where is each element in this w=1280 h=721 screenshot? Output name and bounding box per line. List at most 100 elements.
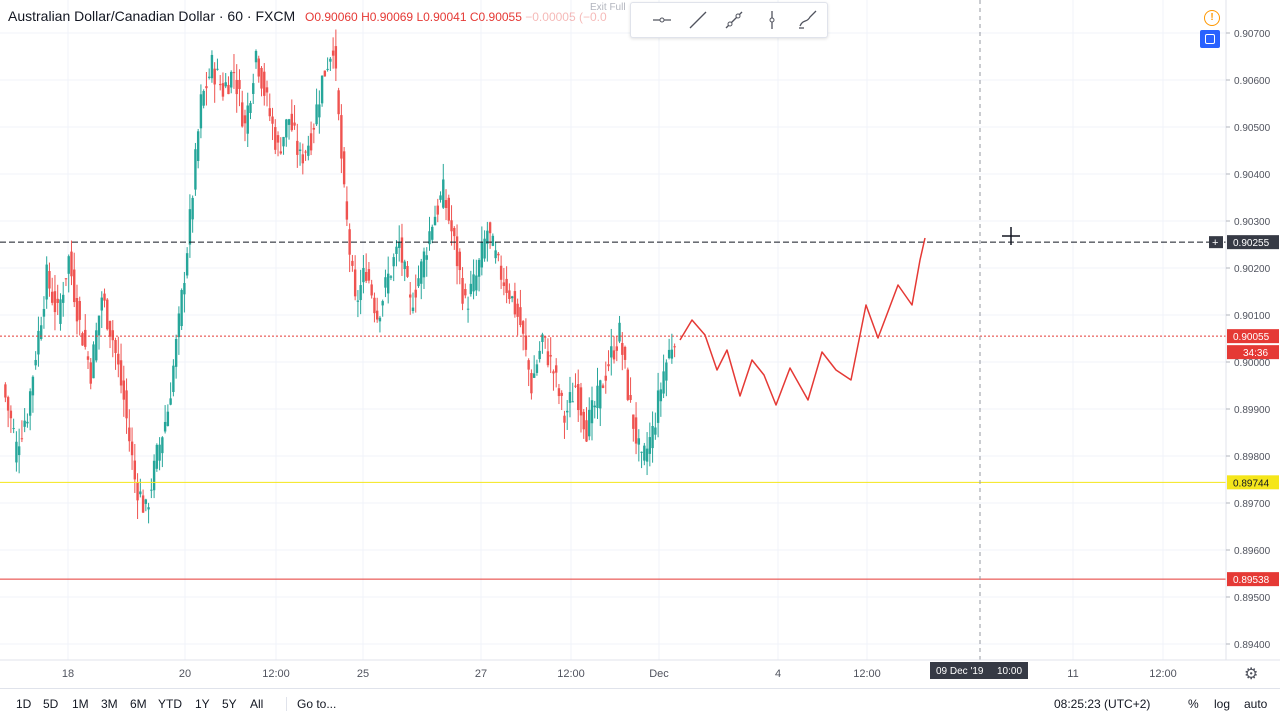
candle-body xyxy=(12,428,15,430)
candle-body xyxy=(585,420,588,442)
timeframe-1y[interactable]: 1Y xyxy=(195,697,210,711)
candle-body xyxy=(353,269,357,297)
log-scale-button[interactable]: log xyxy=(1214,697,1231,711)
candle-body xyxy=(381,301,384,306)
candle-body xyxy=(541,334,544,342)
timeframe-all[interactable]: All xyxy=(250,697,264,711)
goto-date-button[interactable]: Go to... xyxy=(286,697,336,711)
sync-icon[interactable] xyxy=(1200,30,1220,48)
candle-body xyxy=(196,131,200,161)
candle-body xyxy=(163,421,167,432)
auto-scale-button[interactable]: auto xyxy=(1244,697,1268,711)
candle-body xyxy=(417,278,420,287)
ray-icon[interactable] xyxy=(721,7,747,33)
freehand-drawing[interactable] xyxy=(679,237,926,406)
exit-fullscreen-label[interactable]: Exit Full xyxy=(590,2,626,13)
candle-body xyxy=(309,133,313,151)
gear-icon[interactable]: ⚙ xyxy=(1244,666,1259,683)
timeframe-5y[interactable]: 5Y xyxy=(222,697,237,711)
candle-body xyxy=(279,151,282,154)
candle-body xyxy=(486,230,489,244)
candle-body xyxy=(513,291,517,315)
candle-body xyxy=(183,283,186,295)
candle-body xyxy=(232,72,236,74)
price-tick-label: 0.90700 xyxy=(1234,29,1271,40)
candle-body xyxy=(199,94,203,129)
candle-body xyxy=(331,50,335,56)
horizontal-line-icon[interactable] xyxy=(649,7,675,33)
timeframe-ytd[interactable]: YTD xyxy=(158,697,182,711)
candle-body xyxy=(670,349,674,359)
candle-body xyxy=(177,313,181,338)
candle-body xyxy=(461,277,464,304)
candle-body xyxy=(659,389,663,402)
trend-line-icon[interactable] xyxy=(685,7,711,33)
candle-body xyxy=(31,376,35,396)
candle-body xyxy=(370,284,373,296)
candle-body xyxy=(230,71,233,88)
timeframe-5d[interactable]: 5D xyxy=(43,697,59,711)
vertical-line-icon[interactable] xyxy=(759,7,785,33)
price-axis[interactable]: 0.90700 0.90600 0.90500 0.90400 0.90300 0.902… xyxy=(1225,0,1271,660)
candle-body xyxy=(634,417,638,444)
candle-body xyxy=(312,127,316,130)
candle-body xyxy=(359,285,362,301)
change-value: −0.00005 (−0.0 xyxy=(525,10,607,24)
candle-body xyxy=(375,310,379,320)
drawing-toolbar xyxy=(630,2,828,38)
time-tick-label: 18 xyxy=(62,668,74,680)
candle-body xyxy=(340,115,343,159)
time-axis[interactable]: 18 20 12:00 25 27 12:00 Dec 4 12:00 11 12:00 xyxy=(0,659,1280,680)
time-tick-label: 12:00 xyxy=(262,668,290,680)
candle-body xyxy=(37,330,40,355)
candle-body xyxy=(342,151,346,185)
price-chart[interactable]: 0.90255 0.90055 34:36 0.89744 0.89538 09 Dec… xyxy=(0,0,1280,688)
alert-icon[interactable]: ! xyxy=(1204,10,1220,26)
candle-body xyxy=(84,329,87,347)
candle-body xyxy=(395,246,398,254)
candle-series xyxy=(4,29,676,524)
timeframe-6m[interactable]: 6M xyxy=(130,697,147,711)
candle-body xyxy=(431,226,434,240)
candle-body xyxy=(378,317,382,322)
candle-body xyxy=(130,441,134,456)
candle-body xyxy=(571,401,574,403)
candle-body xyxy=(185,253,189,276)
candle-body xyxy=(532,373,536,378)
candle-body xyxy=(59,299,62,324)
timeframe-1d[interactable]: 1D xyxy=(16,697,32,711)
candle-body xyxy=(488,222,492,234)
candle-body xyxy=(155,444,159,469)
candle-body xyxy=(593,405,596,408)
candle-body xyxy=(205,86,208,89)
candle-body xyxy=(508,290,511,299)
candle-body xyxy=(543,336,547,338)
candle-body xyxy=(367,269,371,281)
candle-body xyxy=(265,87,269,93)
clock[interactable]: 08:25:23 (UTC+2) xyxy=(1054,697,1151,711)
candle-body xyxy=(563,415,566,423)
grid xyxy=(0,0,1226,660)
timeframe-1m[interactable]: 1M xyxy=(72,697,89,711)
candle-body xyxy=(263,71,266,96)
candle-body xyxy=(298,149,302,151)
candle-body xyxy=(108,321,112,337)
candle-body xyxy=(285,119,288,138)
candle-body xyxy=(17,446,21,456)
percent-scale-button[interactable]: % xyxy=(1188,697,1199,711)
price-levels[interactable]: 0.90255 0.90055 34:36 0.89744 0.89538 xyxy=(0,235,1279,587)
time-tick-label: 20 xyxy=(179,668,191,680)
candle-body xyxy=(320,75,324,104)
candle-body xyxy=(86,356,90,360)
candle-body xyxy=(472,274,475,292)
candle-body xyxy=(75,297,79,322)
candle-body xyxy=(9,410,13,419)
brush-icon[interactable] xyxy=(795,7,821,33)
candle-body xyxy=(497,253,500,256)
candle-body xyxy=(210,54,214,79)
timeframe-3m[interactable]: 3M xyxy=(101,697,118,711)
candle-body xyxy=(615,346,618,351)
candle-body xyxy=(348,229,351,255)
candle-body xyxy=(326,68,329,70)
candle-body xyxy=(271,116,274,124)
